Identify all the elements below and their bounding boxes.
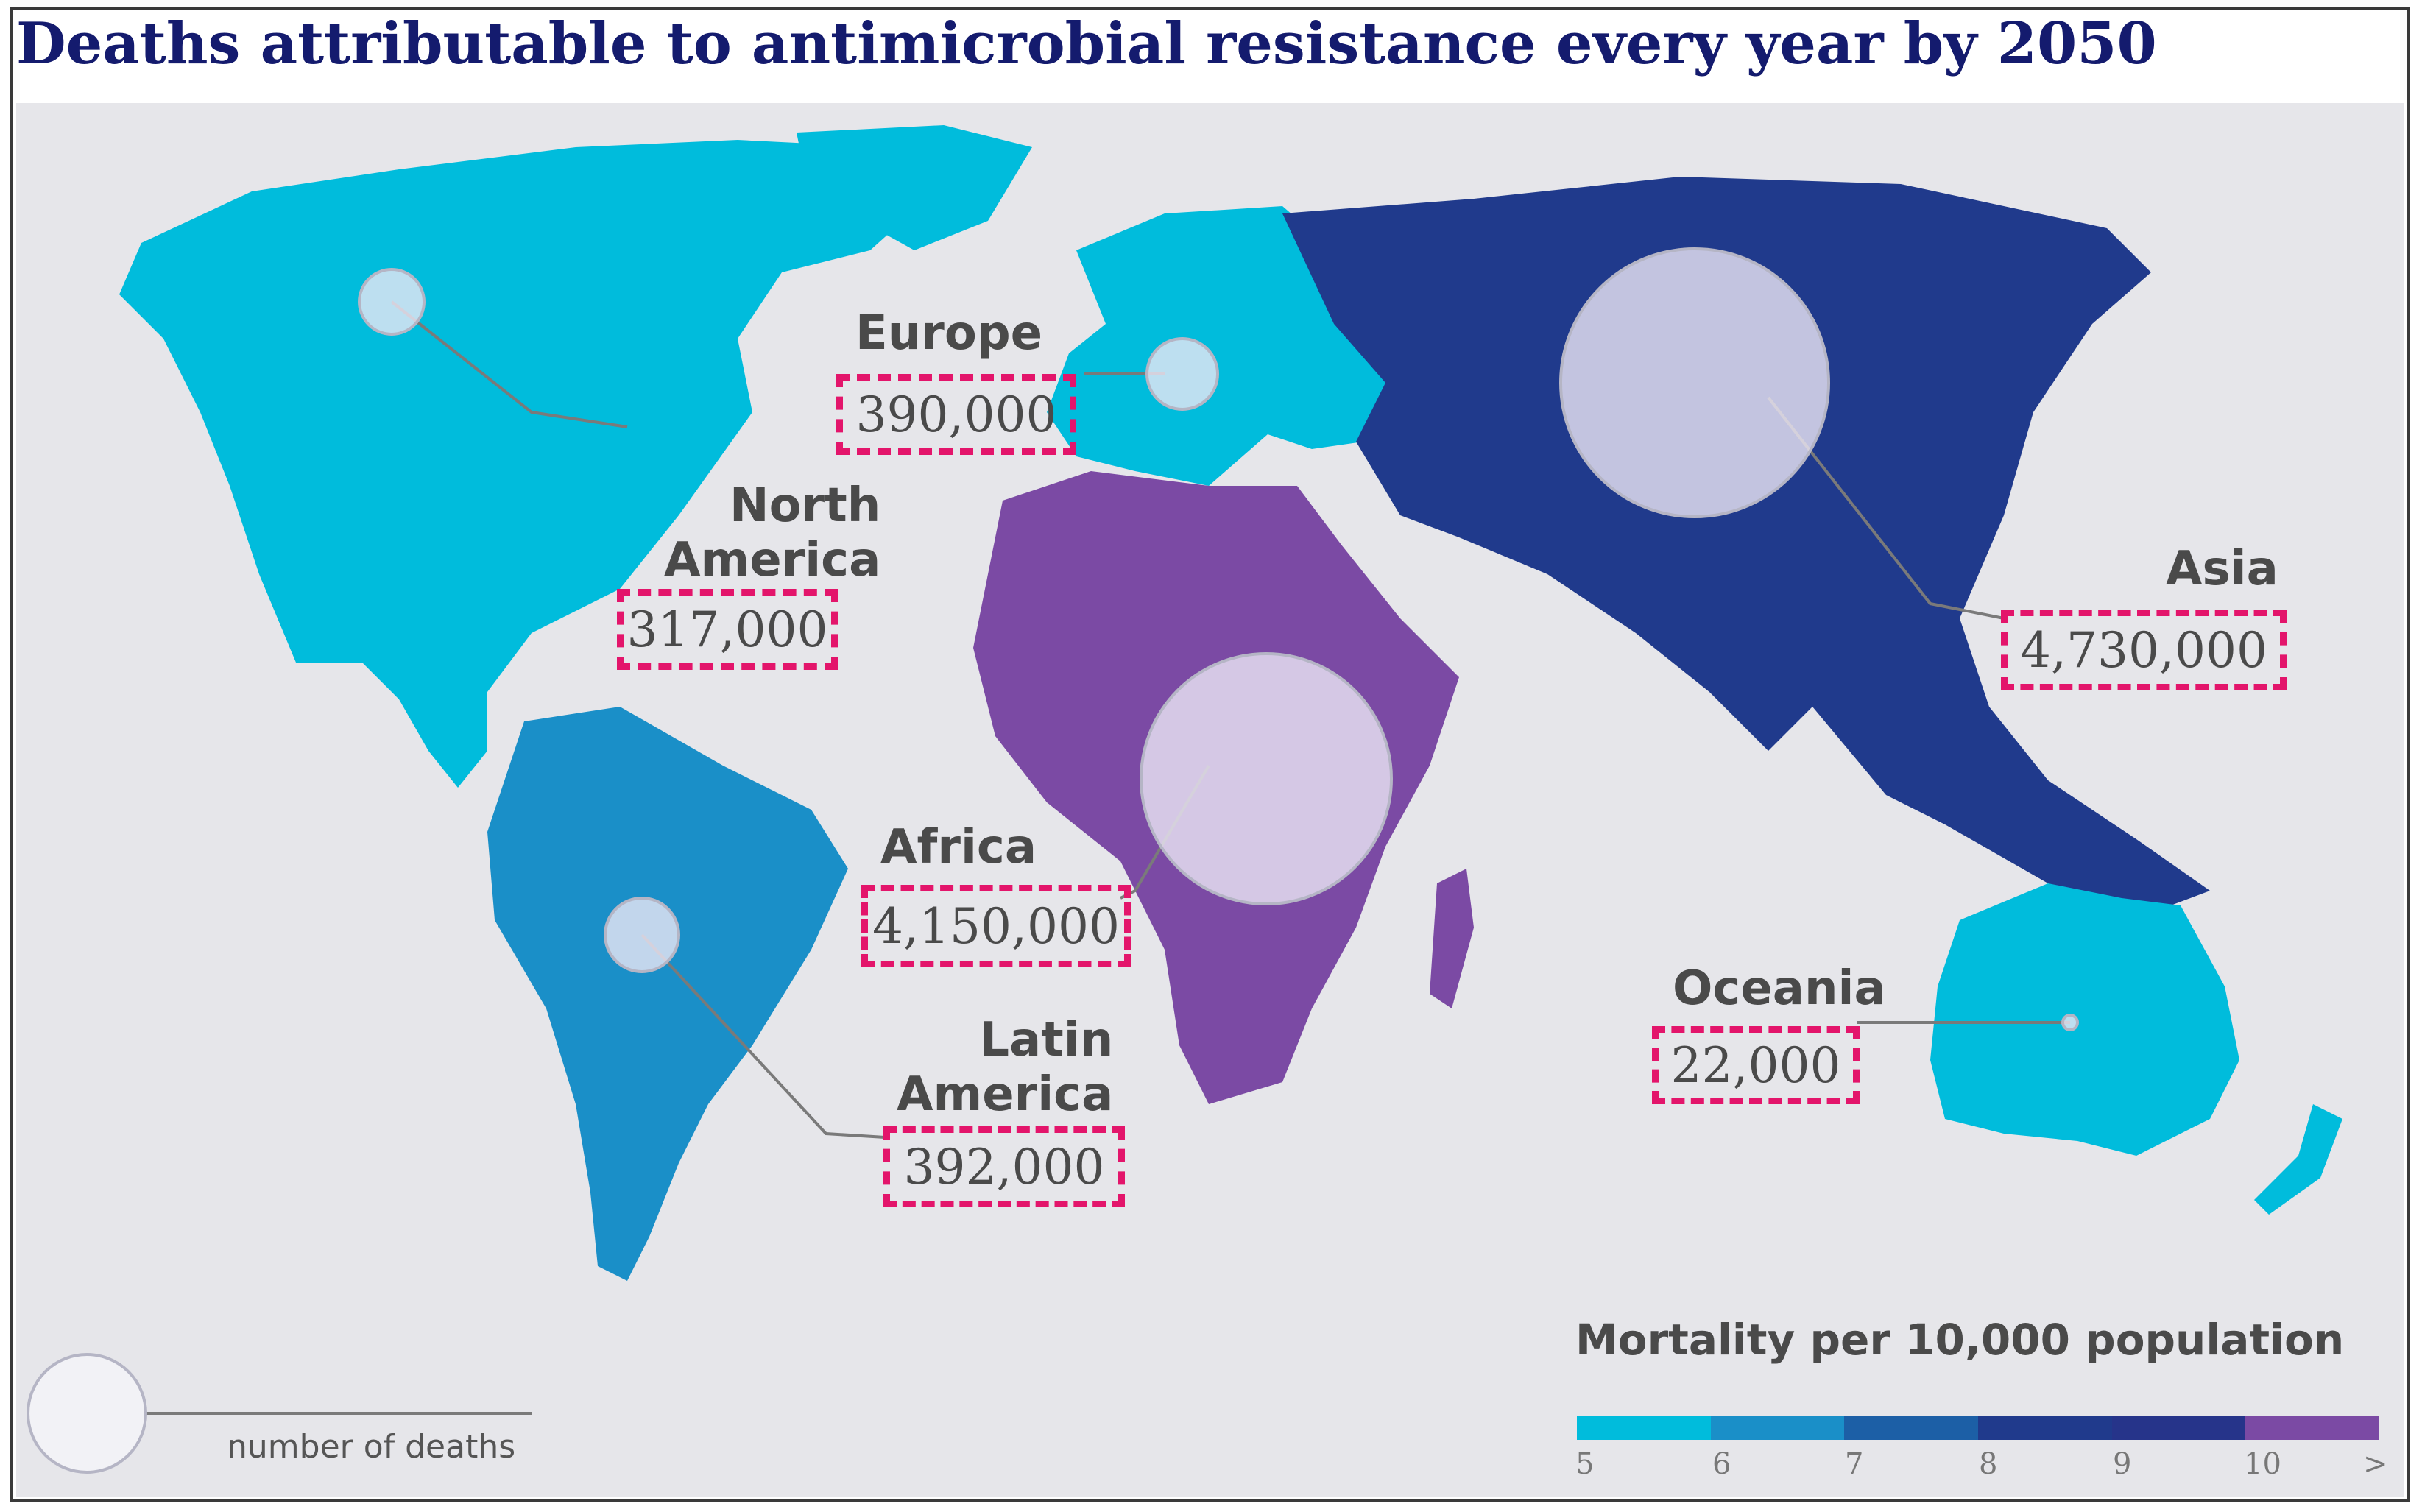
legend-tick-8: 8 <box>1979 1447 1998 1481</box>
region-name-north-america-line-1: North <box>730 478 881 533</box>
north-america-landmass <box>119 140 944 788</box>
region-name-europe: Europe <box>855 306 1043 361</box>
legend-swatch-1 <box>1577 1416 1711 1440</box>
legend-swatch-2 <box>1710 1416 1845 1440</box>
bubble-oceania <box>2061 1014 2079 1031</box>
value-box-latin-america: 392,000 <box>883 1126 1125 1207</box>
asia-landmass <box>1282 177 2210 913</box>
legend-swatch-5 <box>2111 1416 2246 1440</box>
legend-tick-6: 6 <box>1712 1447 1731 1481</box>
leader-asia <box>1767 396 2005 620</box>
leader-latin-america <box>640 933 886 1139</box>
legend-tick-9: 9 <box>2113 1447 2132 1481</box>
value-box-north-america: 317,000 <box>617 589 838 670</box>
map-canvas <box>27 125 2342 1474</box>
legend-tick-gt: > <box>2363 1447 2388 1481</box>
europe-landmass <box>1047 206 1385 486</box>
world-map: North America 317,000 Europe 390,000 Lati… <box>16 103 2404 1497</box>
bubble-north-america <box>358 268 426 336</box>
region-name-latin-america-line-2: America <box>897 1067 1114 1122</box>
value-box-asia: 4,730,000 <box>2001 610 2287 690</box>
legend-title: Mortality per 10,000 population <box>1575 1315 2345 1365</box>
bubble-africa <box>1140 652 1393 905</box>
bubble-europe <box>1145 337 1219 411</box>
size-key-circle <box>27 1353 147 1474</box>
legend-tick-5: 5 <box>1575 1447 1595 1481</box>
region-name-latin-america-line-1: Latin <box>979 1013 1114 1067</box>
bubble-latin-america <box>604 897 680 973</box>
greenland-landmass <box>797 125 1032 250</box>
region-name-asia: Asia <box>2166 542 2278 596</box>
bubble-asia <box>1559 247 1830 518</box>
leader-north-america <box>390 300 628 428</box>
new-zealand-landmass <box>2254 1104 2342 1215</box>
region-name-africa: Africa <box>880 820 1037 875</box>
legend-swatch-6 <box>2245 1416 2380 1440</box>
region-name-latin-america: Latin America <box>897 1013 1113 1122</box>
legend-tick-10: 10 <box>2244 1447 2281 1481</box>
legend-swatch-3 <box>1844 1416 1979 1440</box>
madagascar-landmass <box>1430 869 1474 1008</box>
latin-america-landmass <box>487 707 848 1281</box>
map-title: Deaths attributable to antimicrobial res… <box>16 10 2157 77</box>
legend-tick-7: 7 <box>1845 1447 1864 1481</box>
region-name-north-america-line-2: America <box>664 533 881 587</box>
death-bubbles <box>27 247 2079 1474</box>
value-box-europe: 390,000 <box>836 374 1076 455</box>
value-box-oceania: 22,000 <box>1652 1026 1860 1104</box>
legend-swatch-4 <box>1978 1416 2112 1440</box>
oceania-landmass <box>1930 883 2239 1156</box>
value-box-africa: 4,150,000 <box>861 885 1131 967</box>
region-name-north-america: North America <box>664 478 880 587</box>
legend-color-scale <box>1577 1416 2380 1440</box>
region-name-oceania: Oceania <box>1673 961 1886 1016</box>
size-key-label: number of deaths <box>227 1428 516 1466</box>
